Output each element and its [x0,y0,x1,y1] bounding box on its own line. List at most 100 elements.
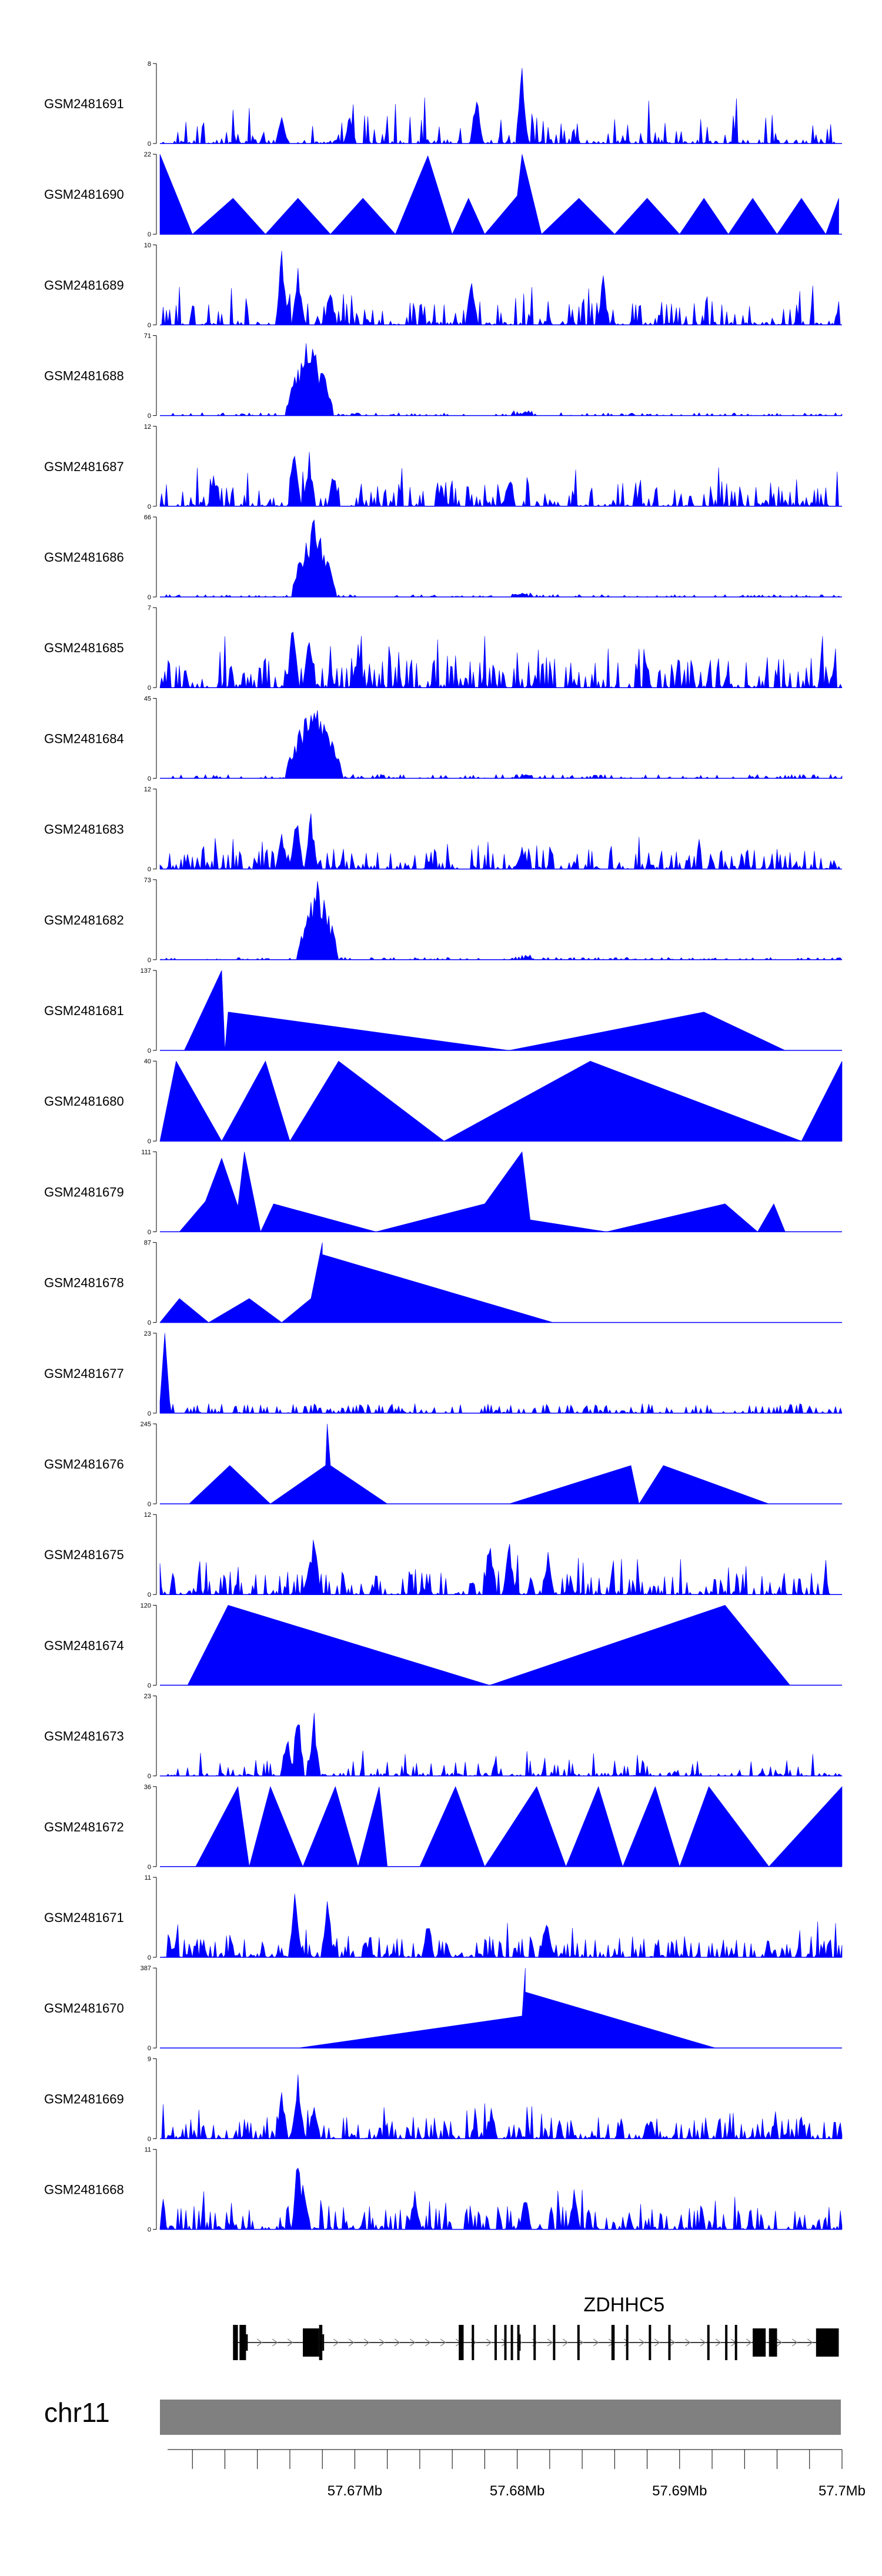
coverage-area [159,2167,843,2230]
y-axis-max-label: 23 [144,1693,151,1700]
track-GSM2481688: GSM2481688 71 0 [44,333,843,420]
strand-arrow [700,2338,706,2347]
track-label: GSM2481676 [44,1457,124,1471]
track-label: GSM2481684 [44,731,124,746]
gene-exon [494,2325,497,2360]
gene-exon [626,2325,629,2360]
strand-arrow [791,2338,798,2347]
track-GSM2481684: GSM2481684 45 0 [44,695,843,782]
y-axis-max-label: 73 [144,877,151,884]
strand-arrow [287,2338,293,2347]
coverage-area [187,1605,791,1686]
track-label: GSM2481671 [44,1910,124,1925]
y-axis-max-label: 387 [141,1965,151,1972]
strand-arrow [807,2338,813,2347]
gene-exon [577,2325,580,2360]
gene-exon [753,2328,766,2357]
y-axis-min-label: 0 [148,1773,151,1780]
chromosome-label: chr11 [44,2397,110,2428]
axis-tick-label: 57.7Mb [818,2483,866,2499]
track-GSM2481690: GSM2481690 22 0 [44,151,842,238]
y-axis-min-label: 0 [148,1320,151,1327]
coverage-area [160,710,843,779]
y-axis-min-label: 0 [148,1501,151,1508]
gene-exon [769,2328,777,2357]
y-axis-max-label: 12 [144,1511,151,1519]
coverage-area [159,154,839,235]
coverage-area [159,1242,553,1323]
gene-strand-arrows [241,2338,828,2347]
genome-axis-track: 57.67Mb 57.68Mb 57.69Mb 57.7Mb [168,2449,866,2499]
track-GSM2481673: GSM2481673 23 0 [44,1693,843,1780]
gene-exon [533,2325,536,2360]
gene-exon-small [519,2334,521,2351]
axis-tick-label: 57.67Mb [328,2483,382,2499]
track-label: GSM2481685 [44,640,124,655]
strand-arrow [746,2338,752,2347]
gene-exon [725,2325,728,2360]
coverage-area [298,1968,716,2048]
track-GSM2481682: GSM2481682 73 0 [44,877,843,964]
gene-exon [239,2325,246,2360]
strand-arrow [654,2338,660,2347]
strand-arrow [363,2338,370,2347]
y-axis-min-label: 0 [148,413,151,420]
track-label: GSM2481679 [44,1184,124,1199]
y-axis-min-label: 0 [148,2227,151,2234]
y-axis-max-label: 12 [144,786,151,793]
y-axis-max-label: 245 [141,1421,151,1428]
strand-arrow [577,2338,584,2347]
y-axis-max-label: 45 [144,695,151,702]
genome-axis-ticks: 57.67Mb 57.68Mb 57.69Mb 57.7Mb [192,2450,866,2499]
coverage-area [159,813,842,870]
y-axis-max-label: 120 [141,1602,151,1609]
track-label: GSM2481678 [44,1276,124,1290]
y-axis-min-label: 0 [148,957,151,964]
gene-model-track: ZDHHC5 [233,2294,839,2360]
y-axis-min-label: 0 [148,685,151,692]
axis-tick-label: 57.69Mb [652,2483,707,2499]
gene-exon [303,2328,319,2357]
track-label: GSM2481670 [44,2001,124,2016]
coverage-area [159,1540,831,1596]
strand-arrow [623,2338,630,2347]
coverage-area [188,1423,769,1504]
coverage-area [160,251,842,326]
gene-exon [510,2325,513,2360]
axis-tick-label: 57.68Mb [490,2483,544,2499]
strand-arrow [486,2338,492,2347]
coverage-area [183,970,786,1051]
track-GSM2481675: GSM2481675 12 0 [44,1511,842,1599]
gene-exon [233,2325,238,2360]
chromosome-ideogram-bar [160,2400,841,2435]
strand-arrow [776,2338,783,2347]
y-axis-max-label: 36 [144,1784,151,1791]
strand-arrow [425,2338,431,2347]
strand-arrow [333,2338,339,2347]
track-GSM2481687: GSM2481687 12 0 [44,423,842,510]
strand-arrow [669,2338,676,2347]
gene-exon [734,2325,737,2360]
y-axis-min-label: 0 [148,503,151,510]
track-label: GSM2481673 [44,1729,124,1744]
track-GSM2481691: GSM2481691 8 0 [44,61,842,148]
track-GSM2481677: GSM2481677 23 0 [44,1330,843,1417]
y-axis-min-label: 0 [148,231,151,238]
y-axis-max-label: 71 [144,333,151,340]
coverage-area [160,519,842,598]
y-axis-max-label: 111 [141,1149,151,1156]
y-axis-min-label: 0 [148,1954,151,1961]
track-label: GSM2481668 [44,2183,124,2197]
y-axis-max-label: 11 [145,2147,151,2154]
y-axis-max-label: 10 [144,242,151,249]
track-label: GSM2481687 [44,459,124,474]
strand-arrow [547,2338,553,2347]
strand-arrow [593,2338,599,2347]
gene-exon-small [322,2334,325,2351]
y-axis-min-label: 0 [148,775,151,782]
y-axis-min-label: 0 [148,1229,151,1236]
y-axis-min-label: 0 [148,1047,151,1055]
y-axis-min-label: 0 [148,866,151,873]
coverage-area [159,1713,843,1777]
track-label: GSM2481675 [44,1547,124,1562]
